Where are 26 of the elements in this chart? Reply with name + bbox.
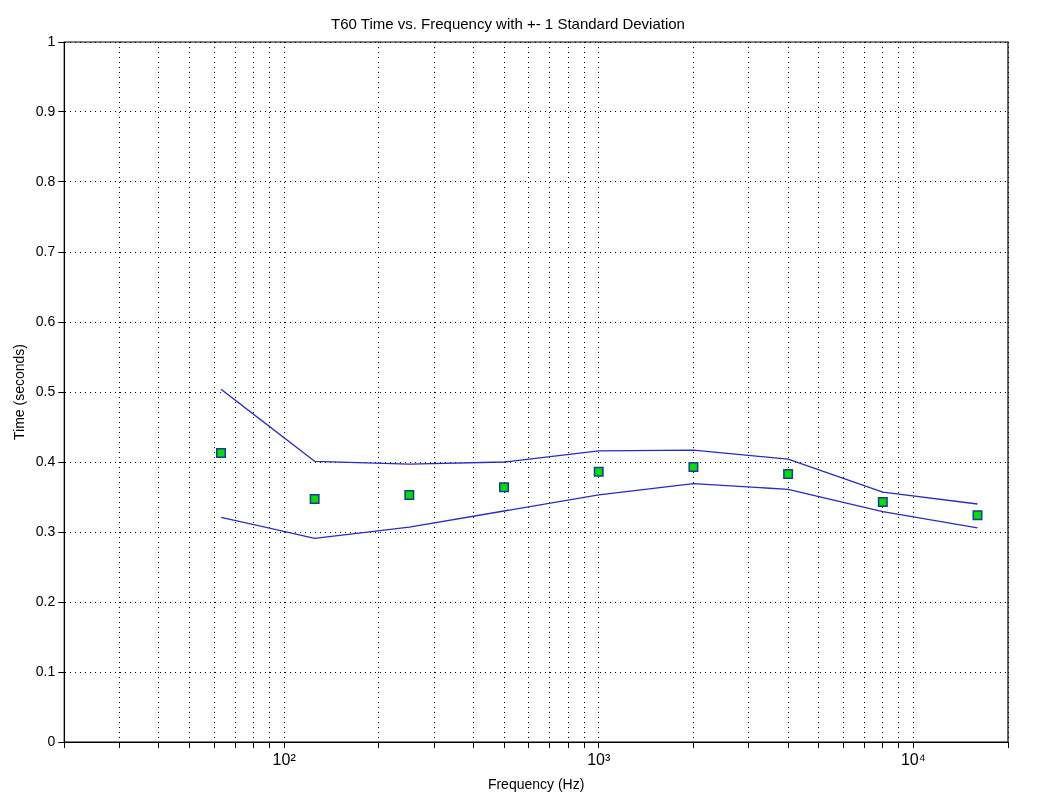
y-tick-label: 0.3: [35, 522, 56, 539]
point: [593, 466, 604, 477]
y-tick-label: 0.1: [35, 662, 56, 679]
point: [499, 482, 510, 493]
y-tick-label: 0.8: [35, 172, 56, 189]
point: [309, 494, 320, 505]
x-tick-label: 10³: [587, 751, 611, 769]
point: [972, 510, 983, 521]
y-tick-label: 0.7: [35, 242, 56, 259]
x-tick-label: 10²: [272, 751, 297, 769]
point: [216, 447, 227, 458]
x-tick-label: 10⁴: [900, 751, 926, 769]
y-axis-title: Time (seconds): [11, 344, 28, 440]
y-tick-label: 0: [47, 732, 56, 749]
y-tick-label: 0.5: [35, 382, 56, 399]
y-tick-label: 0.2: [35, 592, 56, 609]
point: [688, 461, 699, 472]
y-tick-label: 0.6: [35, 312, 56, 329]
y-tick-label: 0.4: [35, 452, 56, 469]
point: [877, 496, 888, 507]
y-tick-label: 0.9: [35, 102, 56, 119]
chart-title: T60 Time vs. Frequency with +- 1 Standard Deviation: [331, 15, 685, 33]
x-axis-title: Frequency (Hz): [487, 776, 585, 793]
point: [404, 489, 415, 500]
y-tick-label: 1: [47, 32, 56, 49]
point: [783, 468, 794, 479]
